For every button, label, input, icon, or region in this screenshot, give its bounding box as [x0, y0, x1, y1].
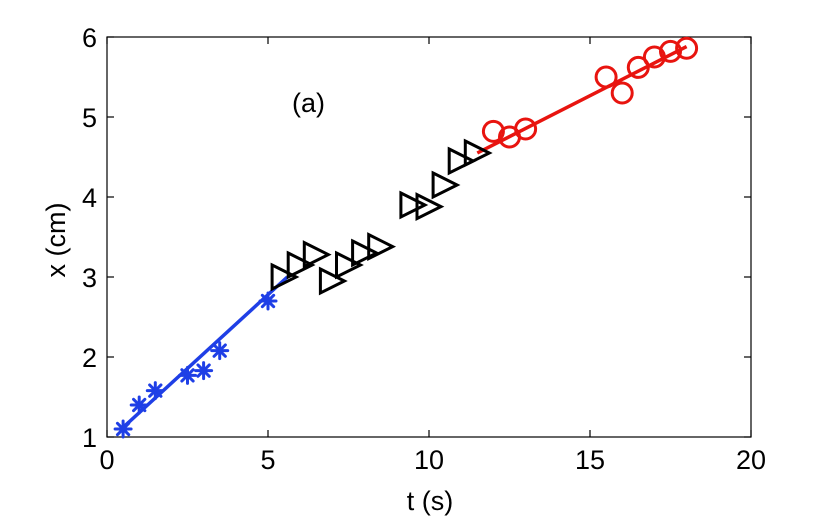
y-tick-label: 3 [82, 263, 97, 293]
ticks: 0 5 10 15 20 1 2 3 4 5 6 [82, 23, 766, 475]
circle-marker [481, 119, 505, 143]
triangle-marker [415, 192, 445, 222]
asterisk-marker [113, 419, 133, 439]
triangle-marker [463, 138, 493, 168]
asterisk-marker [178, 365, 197, 385]
x-tick-label: 0 [99, 445, 114, 475]
triangle-marker [447, 146, 477, 176]
circle-marker [659, 39, 682, 63]
triangle-marker [431, 170, 461, 200]
circle-marker [675, 36, 699, 60]
x-tick-label: 10 [414, 445, 444, 475]
asterisk-marker [194, 361, 214, 381]
triangle-marker [335, 250, 364, 280]
asterisk-stroke [180, 368, 195, 383]
x-tick-label: 5 [260, 445, 275, 475]
triangle-marker [302, 240, 332, 270]
data-markers [113, 36, 699, 439]
x-axis-label: t (s) [407, 486, 454, 516]
triangle-marker [351, 238, 380, 268]
y-tick-label: 1 [82, 423, 97, 453]
triangle-marker [399, 190, 429, 220]
triangle-marker [318, 266, 348, 296]
y-axis-label: x (cm) [41, 203, 71, 278]
asterisk-marker [129, 395, 149, 415]
asterisk-marker [258, 291, 278, 311]
asterisk-marker [210, 341, 230, 361]
asterisk-stroke [115, 421, 131, 437]
triangle-marker [367, 232, 397, 262]
circle-marker [514, 117, 538, 141]
circle-marker [626, 55, 650, 79]
asterisk-stroke [212, 343, 227, 358]
y-tick-label: 5 [82, 103, 97, 133]
asterisk-stroke [132, 397, 147, 413]
asterisk-stroke [196, 363, 211, 378]
triangle-marker [270, 262, 300, 292]
y-tick-label: 4 [82, 183, 97, 213]
y-tick-label: 6 [82, 23, 97, 53]
circle-marker [642, 45, 666, 69]
y-tick-label: 2 [82, 343, 97, 373]
circle-marker [594, 65, 618, 89]
x-tick-label: 15 [575, 445, 605, 475]
fit-line [476, 45, 688, 155]
x-tick-label: 20 [736, 445, 766, 475]
asterisk-marker [145, 381, 165, 401]
triangle-marker [286, 250, 316, 280]
asterisk-stroke [148, 383, 163, 398]
circle-marker [610, 81, 634, 105]
asterisk-stroke [260, 293, 276, 309]
panel-annotation: (a) [292, 88, 325, 118]
